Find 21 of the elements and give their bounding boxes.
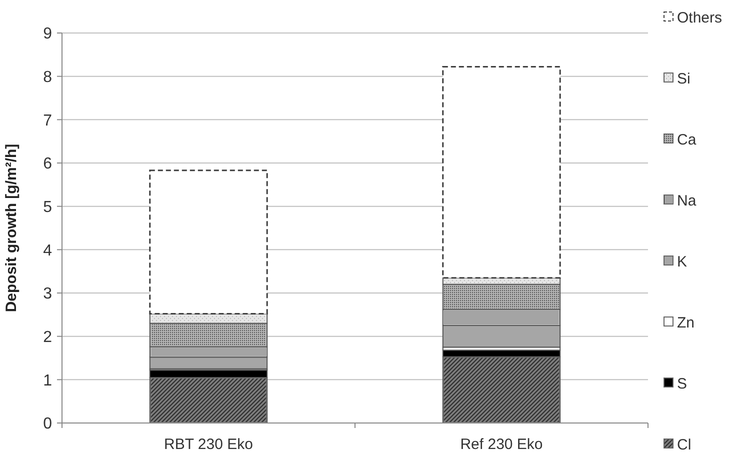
y-tick-label: 5 xyxy=(43,198,52,216)
y-tick-label: 0 xyxy=(43,416,52,433)
y-tick-label: 3 xyxy=(43,286,52,303)
legend-label: K xyxy=(677,253,688,270)
x-tick-label: RBT 230 Eko xyxy=(164,436,253,453)
legend-label: Cl xyxy=(677,436,692,454)
y-axis-title: Deposit growth [g/m²/h] xyxy=(3,144,20,312)
x-tick-label: Ref 230 Eko xyxy=(460,436,543,453)
y-tick-label: 4 xyxy=(43,242,52,260)
y-tick-label: 6 xyxy=(43,156,52,173)
legend-label: S xyxy=(677,375,688,392)
y-tick-label: 8 xyxy=(43,68,52,86)
legend-label: Others xyxy=(677,9,722,26)
legend-label: Si xyxy=(677,70,690,88)
text: Zn xyxy=(677,314,695,332)
legend-label: Ca xyxy=(677,131,697,148)
legend-label: Na xyxy=(677,192,697,210)
y-tick-label: 2 xyxy=(43,328,52,346)
y-tick-label: 7 xyxy=(43,112,52,130)
y-tick-label: 1 xyxy=(43,372,52,390)
y-tick-label: 9 xyxy=(43,26,52,43)
